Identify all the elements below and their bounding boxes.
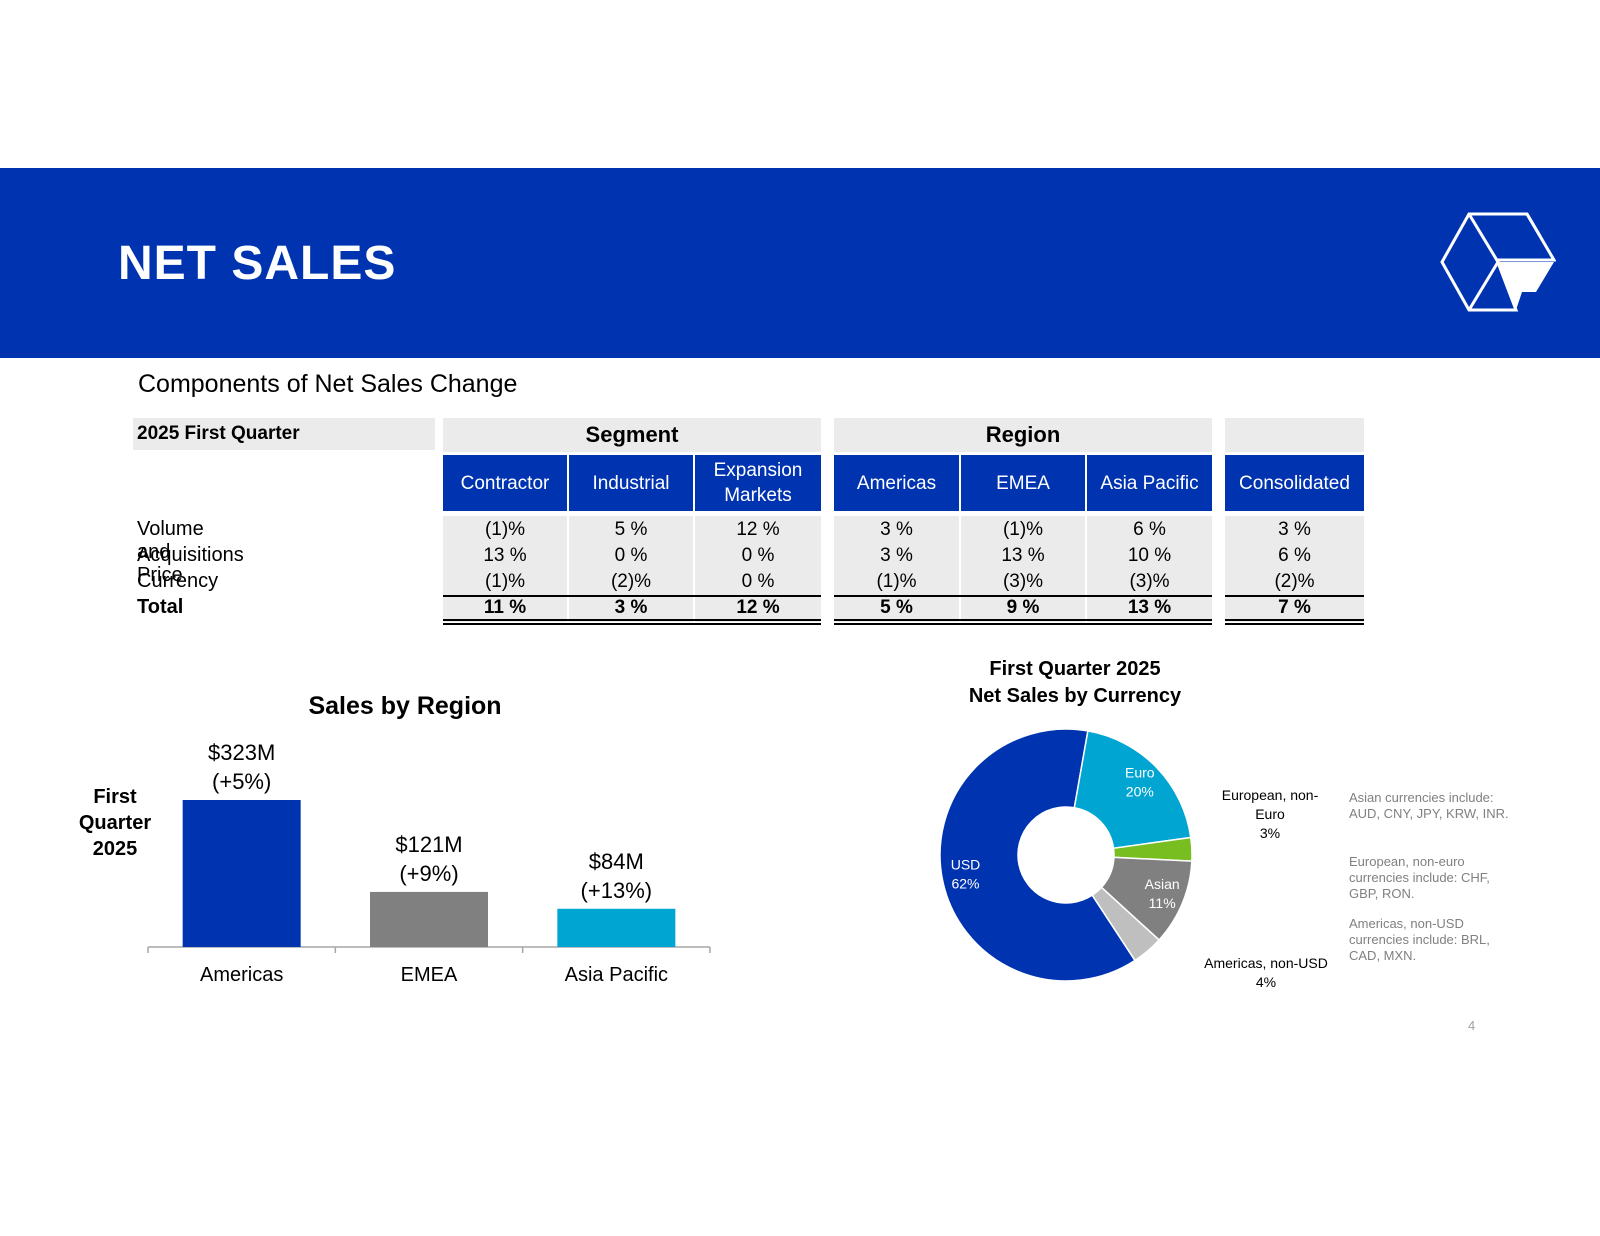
column-header-industrial: Industrial — [569, 455, 693, 511]
pie-slice-usd — [940, 728, 1137, 982]
net-sales-by-currency-chart: USD 62% Euro 20% European, non-Euro 3% Asian 11… — [940, 728, 1328, 990]
column-header-asia-pacific: Asia Pacific — [1087, 455, 1212, 511]
table-cell-total: 13 % — [1127, 597, 1172, 618]
table-cell: 3 % — [1278, 519, 1311, 540]
table-cell: 5 % — [614, 519, 648, 540]
bar-change-label: (+5%) — [212, 769, 271, 794]
row-label-volume-and-price: Volume and Price — [137, 518, 204, 586]
pie-slice-label: Americas, non-USD 4% — [1204, 955, 1328, 990]
bar-chart-period-label: First Quarter 2025 — [78, 786, 152, 860]
section-subtitle: Components of Net Sales Change — [138, 370, 518, 398]
note-americas-currencies: Americas, non-USD currencies include: BR… — [1349, 916, 1490, 963]
table-cell: (1)% — [484, 519, 526, 540]
table-cell-total: 7 % — [1278, 597, 1311, 618]
consolidated-group-header — [1225, 418, 1364, 452]
page-number: 4 — [1468, 1018, 1476, 1033]
table-cell: (3)% — [1002, 571, 1044, 592]
table-cell: 13 % — [1001, 545, 1045, 566]
table-cell: (2)% — [610, 571, 652, 592]
column-header-consolidated: Consolidated — [1225, 455, 1364, 511]
bar-emea — [370, 891, 488, 947]
table-cell: (1)% — [484, 571, 526, 592]
table-cell: 0 % — [741, 571, 775, 592]
pie-slice-label: European, non-Euro 3% — [1222, 787, 1319, 841]
table-cell: 6 % — [1278, 545, 1311, 566]
pie-slice-label: Euro 20% — [1125, 765, 1155, 800]
table-cell-total: 5 % — [880, 597, 913, 618]
bar-category-label: EMEA — [401, 964, 458, 986]
note-asian-currencies: Asian currencies include: AUD, CNY, JPY,… — [1349, 790, 1509, 821]
table-cell: 13 % — [483, 545, 527, 566]
table-cell: 3 % — [880, 545, 913, 566]
pie-slice-label: Asian 11% — [1145, 876, 1180, 911]
note-european-currencies: European, non-euro currencies include: C… — [1349, 854, 1490, 901]
column-header-emea: EMEA — [961, 455, 1085, 511]
pie-slice-euro — [1073, 730, 1192, 850]
table-cell: 6 % — [1133, 519, 1166, 540]
bar-change-label: (+13%) — [581, 878, 653, 903]
segment-group-header: Segment — [443, 418, 821, 452]
bar-value-label: $323M — [208, 740, 275, 765]
period-label: 2025 First Quarter — [133, 418, 435, 450]
pie-slice-label: USD 62% — [951, 857, 981, 892]
bar-asia-pacific — [557, 908, 676, 947]
row-label-currency: Currency — [137, 570, 219, 592]
page-title: NET SALES — [118, 237, 397, 290]
bar-category-label: Asia Pacific — [565, 964, 668, 986]
bar-change-label: (+9%) — [399, 861, 458, 886]
table-cell: 10 % — [1127, 545, 1172, 566]
sales-by-region-chart: $323M (+5%) Americas $121M (+9%) EMEA $84M (+13… — [147, 740, 711, 986]
column-header-americas: Americas — [834, 455, 959, 511]
segment-data-bg — [443, 516, 821, 622]
table-cell-total: 11 % — [483, 597, 527, 618]
region-data-bg — [834, 516, 1212, 622]
bar-value-label: $121M — [395, 832, 462, 857]
table-cell-total: 12 % — [736, 597, 780, 618]
row-label-total: Total — [137, 596, 184, 618]
header-banner: NET SALES — [0, 168, 1600, 358]
column-header-expansion-markets: Expansion Markets — [695, 455, 821, 511]
bar-chart-title: Sales by Region — [308, 692, 502, 720]
table-cell-total: 3 % — [614, 597, 648, 618]
region-group-header: Region — [834, 418, 1212, 452]
table-cell: (1)% — [876, 571, 917, 592]
table-cell: 12 % — [736, 519, 780, 540]
table-cell: 0 % — [614, 545, 648, 566]
column-header-contractor: Contractor — [443, 455, 567, 511]
bar-category-label: Americas — [200, 964, 283, 986]
table-cell-total: 9 % — [1006, 597, 1040, 618]
table-cell: 3 % — [880, 519, 913, 540]
pie-slice-americas-non-usd — [1091, 886, 1161, 962]
table-cell: (3)% — [1129, 571, 1170, 592]
row-label-acquisitions: Acquisitions — [137, 544, 244, 566]
bar-value-label: $84M — [589, 849, 644, 874]
consolidated-data-bg — [1225, 516, 1364, 622]
table-cell: (2)% — [1274, 571, 1315, 592]
table-cell: (1)% — [1002, 519, 1044, 540]
graco-logo-icon — [1440, 212, 1556, 312]
pie-chart-title: First Quarter 2025 Net Sales by Currency — [968, 658, 1182, 707]
bar-americas — [182, 800, 301, 947]
table-cell: 0 % — [741, 545, 775, 566]
